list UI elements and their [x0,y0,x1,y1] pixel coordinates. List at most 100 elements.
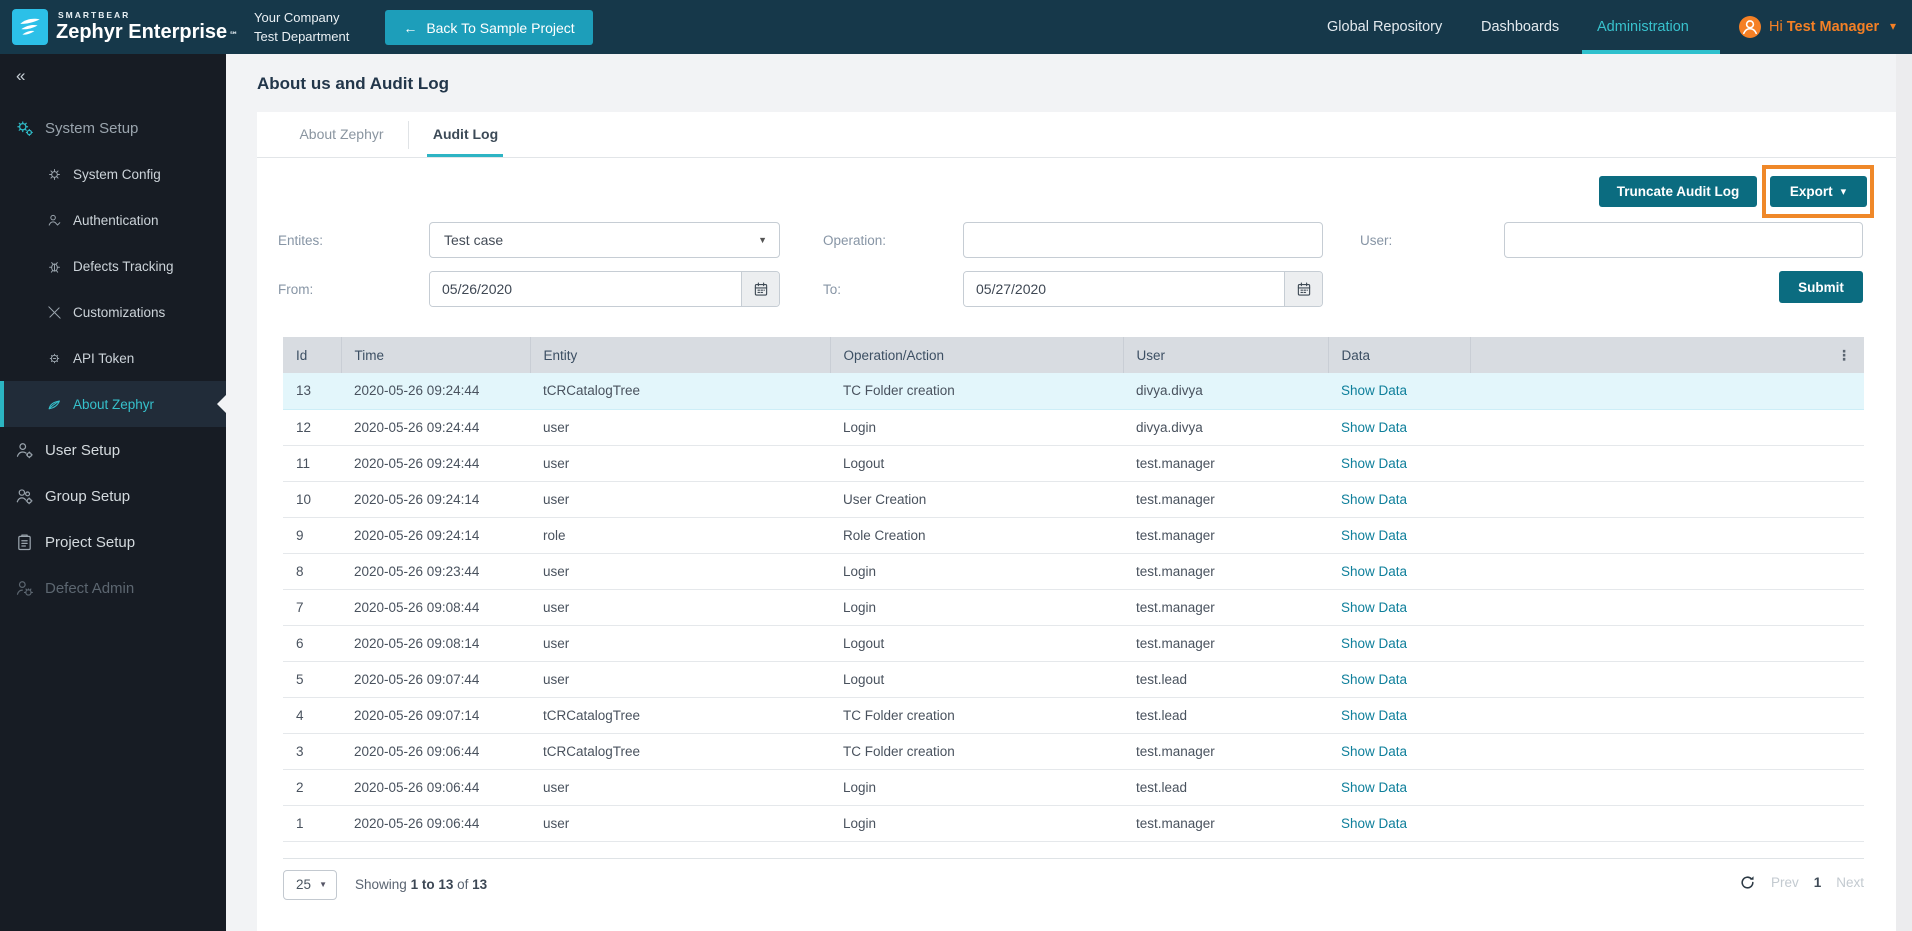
nav-global-repository[interactable]: Global Repository [1327,19,1443,35]
sidebar-item-label: Authentication [73,212,159,228]
cell-filler [1470,445,1864,482]
cell-filler [1470,805,1864,842]
from-date-input[interactable] [430,272,741,306]
show-data-link[interactable]: Show Data [1341,419,1408,435]
table-row: 5 2020-05-26 09:07:44 user Logout test.lead S… [283,661,1864,698]
export-label: Export [1789,184,1833,199]
cell-filler [1470,409,1864,446]
user-menu-caret-icon[interactable]: ▾ [1890,19,1897,33]
sidebar-item-project-setup[interactable]: Project Setup [0,519,226,565]
sidebar-item-about-zephyr[interactable]: About Zephyr [0,381,226,427]
export-caret-icon: ▾ [1840,186,1847,198]
sidebar-item-api-token[interactable]: API Token [0,335,226,381]
showing-summary: Showing 1 to 13 of 13 [355,877,487,892]
cell-id: 9 [283,517,341,554]
sidebar-item-group-setup[interactable]: Group Setup [0,473,226,519]
sidebar-item-system-config[interactable]: System Config [0,151,226,197]
cell-time: 2020-05-26 09:24:14 [341,517,530,554]
user-menu[interactable]: Hi Test Manager [1769,0,1879,54]
sidebar-item-user-setup[interactable]: User Setup [0,427,226,473]
sidebar-item-authentication[interactable]: Authentication [0,197,226,243]
show-data-link[interactable]: Show Data [1341,599,1408,615]
zephyr-logo[interactable] [12,9,48,45]
sidebar-collapse-icon[interactable]: « [16,66,26,85]
cell-id: 1 [283,805,341,842]
show-data-link[interactable]: Show Data [1341,707,1408,723]
sidebar: « System Setup System Config Authenticat… [0,54,226,931]
user-avatar-icon[interactable] [1738,15,1762,39]
to-calendar-button[interactable] [1284,272,1322,306]
nav-administration[interactable]: Administration [1597,19,1689,35]
group-gear-icon [16,488,33,504]
table-row: 4 2020-05-26 09:07:14 tCRCatalogTree TC Fol… [283,697,1864,734]
show-data-link[interactable]: Show Data [1341,563,1408,579]
prev-button[interactable]: Prev [1770,875,1799,890]
show-data-link[interactable]: Show Data [1341,815,1408,831]
show-data-link[interactable]: Show Data [1341,491,1408,507]
show-data-link[interactable]: Show Data [1341,455,1408,471]
sidebar-item-defects-tracking[interactable]: Defects Tracking [0,243,226,289]
calendar-icon [1297,282,1310,296]
footer-divider [283,858,1864,859]
cell-data: Show Data [1328,373,1470,410]
operation-label: Operation: [823,233,887,248]
cell-filler [1470,373,1864,410]
company-name: Your Company [254,10,340,25]
cell-data: Show Data [1328,805,1470,842]
column-header-user: User [1122,337,1328,373]
cell-time: 2020-05-26 09:24:44 [341,445,530,482]
tab-about-zephyr[interactable]: About Zephyr [299,126,384,142]
column-menu-icon[interactable]: ⋮ [1837,346,1851,363]
cell-entity: tCRCatalogTree [530,733,830,770]
cell-id: 4 [283,697,341,734]
to-date-input[interactable] [964,272,1284,306]
show-data-link[interactable]: Show Data [1341,635,1408,651]
table-row: 7 2020-05-26 09:08:44 user Login test.manage… [283,589,1864,626]
cell-time: 2020-05-26 09:08:44 [341,589,530,626]
entities-select[interactable]: Test case ▼ [429,222,780,258]
show-data-link[interactable]: Show Data [1341,779,1408,795]
column-header-menu: ⋮ [1469,337,1864,373]
feather-icon [48,399,60,409]
operation-input[interactable] [963,222,1323,258]
user-input[interactable] [1504,222,1863,258]
truncate-audit-log-button[interactable]: Truncate Audit Log [1599,176,1757,207]
current-page[interactable]: 1 [1813,875,1822,890]
cell-entity: user [530,553,830,590]
submit-button[interactable]: Submit [1779,271,1863,303]
cell-operation: TC Folder creation [830,733,1123,770]
user-name: Test Manager [1786,19,1880,35]
nav-dashboards[interactable]: Dashboards [1481,19,1560,35]
table-row: 1 2020-05-26 09:06:44 user Login test.manage… [283,805,1864,842]
show-data-link[interactable]: Show Data [1341,743,1408,759]
refresh-icon[interactable] [1739,874,1756,891]
content-panel: About Zephyr Audit Log Truncate Audit Lo… [257,112,1896,931]
show-data-link[interactable]: Show Data [1341,383,1408,399]
cell-operation: Role Creation [830,517,1123,554]
from-calendar-button[interactable] [741,272,779,306]
next-button[interactable]: Next [1836,875,1864,890]
cell-data: Show Data [1328,553,1470,590]
cell-entity: user [530,445,830,482]
showing-total: 13 [472,877,488,892]
sidebar-item-system-setup[interactable]: System Setup [0,105,226,151]
cell-data: Show Data [1328,445,1470,482]
cell-user: test.manager [1123,625,1328,662]
showing-range: 1 to 13 [410,877,454,892]
sidebar-item-customizations[interactable]: Customizations [0,289,226,335]
scrollbar[interactable] [1896,54,1912,931]
table-row: 13 2020-05-26 09:24:44 tCRCatalogTree TC Fo… [283,373,1864,410]
show-data-link[interactable]: Show Data [1341,671,1408,687]
sidebar-item-defect-admin: Defect Admin [0,565,226,611]
show-data-link[interactable]: Show Data [1341,527,1408,543]
cell-data: Show Data [1328,733,1470,770]
column-header-operation-action: Operation/Action [829,337,1123,373]
back-to-sample-project-button[interactable]: ← Back To Sample Project [385,10,593,45]
tab-audit-log[interactable]: Audit Log [432,126,499,142]
cell-time: 2020-05-26 09:23:44 [341,553,530,590]
export-button[interactable]: Export ▾ [1769,176,1867,207]
page-size-caret-icon: ▼ [319,880,327,889]
page-size-select[interactable]: 25 ▼ [283,870,337,900]
cell-filler [1470,553,1864,590]
page-size-value: 25 [296,877,312,892]
